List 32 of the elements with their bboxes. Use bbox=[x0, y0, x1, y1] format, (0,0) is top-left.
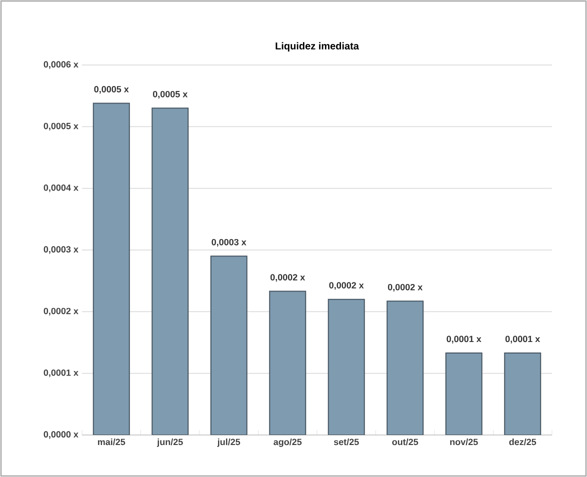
x-tick-label: nov/25 bbox=[450, 438, 478, 446]
bar bbox=[269, 290, 306, 435]
x-tick-label: jul/25 bbox=[217, 438, 240, 447]
y-tick-label: 0,0004 x bbox=[44, 184, 78, 192]
data-label: 0,0001 x bbox=[505, 336, 540, 344]
x-tick-label: mai/25 bbox=[98, 438, 126, 446]
data-label: 0,0005 x bbox=[94, 86, 129, 94]
y-tick-label: 0,0005 x bbox=[44, 122, 78, 131]
bar bbox=[386, 300, 424, 435]
data-label: 0,0002 x bbox=[388, 284, 423, 292]
x-tick-label: jun/25 bbox=[156, 438, 183, 447]
bar bbox=[328, 298, 365, 435]
y-tick-label: 0,0003 x bbox=[44, 246, 78, 254]
data-label: 0,0001 x bbox=[446, 336, 482, 344]
chart-title: Liquidez imediata bbox=[276, 42, 360, 52]
x-tick-label: set/25 bbox=[334, 438, 359, 446]
y-tick-label: 0,0001 x bbox=[44, 369, 78, 378]
x-tick-label: dez/25 bbox=[509, 438, 536, 446]
bar bbox=[504, 352, 542, 435]
y-tick-label: 0,0006 x bbox=[44, 61, 78, 69]
bar bbox=[445, 352, 482, 435]
bar bbox=[92, 102, 130, 435]
x-tick-label: out/25 bbox=[392, 438, 418, 446]
data-label: 0,0005 x bbox=[152, 90, 188, 99]
x-tick-label: ago/25 bbox=[274, 438, 302, 447]
y-tick-label: 0,0000 x bbox=[44, 431, 78, 439]
data-label: 0,0002 x bbox=[329, 282, 364, 290]
bar bbox=[210, 256, 248, 435]
y-tick-label: 0,0002 x bbox=[44, 308, 78, 316]
data-label: 0,0002 x bbox=[270, 274, 306, 282]
bar bbox=[152, 108, 189, 435]
data-label: 0,0003 x bbox=[212, 238, 246, 247]
